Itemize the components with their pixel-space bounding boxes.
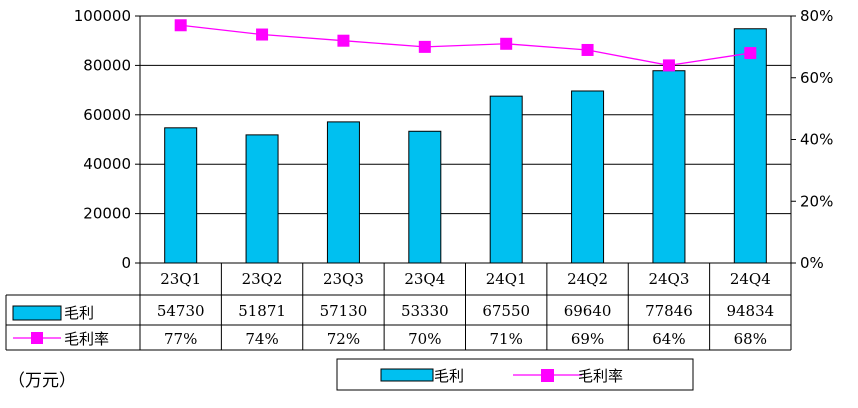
x-tick-label: 24Q1 xyxy=(486,270,527,288)
y2-tick-label: 80% xyxy=(800,7,833,25)
table-value: 67550 xyxy=(482,302,530,320)
table-series-name: 毛利率 xyxy=(64,330,109,348)
y2-tick-label: 40% xyxy=(800,131,833,149)
x-tick-label: 23Q3 xyxy=(323,270,364,288)
line-marker xyxy=(744,47,757,60)
line-marker xyxy=(662,59,675,72)
table-value: 70% xyxy=(408,330,441,348)
table-value: 77% xyxy=(164,330,197,348)
y-tick-label: 0 xyxy=(121,254,131,272)
line-marker xyxy=(174,19,187,32)
y-tick-label: 60000 xyxy=(83,106,131,124)
y-tick-label: 20000 xyxy=(83,205,131,223)
bar xyxy=(164,127,198,264)
table-value: 68% xyxy=(734,330,767,348)
table-series-name: 毛利 xyxy=(64,304,94,322)
unit-note: （万元） xyxy=(8,371,76,391)
line-marker xyxy=(337,34,350,47)
x-tick-label: 23Q2 xyxy=(242,270,283,288)
table-value: 54730 xyxy=(157,302,205,320)
y-tick-label: 80000 xyxy=(83,56,131,74)
line-marker xyxy=(581,43,594,56)
line-marker xyxy=(256,28,269,41)
bar xyxy=(733,28,767,264)
x-tick-label: 24Q2 xyxy=(567,270,608,288)
series-line xyxy=(180,24,751,67)
table-value: 77846 xyxy=(645,302,693,320)
table-value: 64% xyxy=(652,330,685,348)
legend-label: 毛利率 xyxy=(578,367,623,385)
table-value: 94834 xyxy=(726,302,774,320)
x-tick-label: 23Q1 xyxy=(160,270,201,288)
x-tick-label: 23Q4 xyxy=(404,270,445,288)
bar xyxy=(571,90,605,264)
y-tick-label: 40000 xyxy=(83,155,131,173)
table-value: 53330 xyxy=(401,302,449,320)
x-tick-label: 24Q3 xyxy=(648,270,689,288)
table-value: 51871 xyxy=(238,302,286,320)
table-value: 72% xyxy=(327,330,360,348)
legend-label: 毛利 xyxy=(434,367,464,385)
table-value: 71% xyxy=(490,330,523,348)
legend-marker xyxy=(541,369,554,382)
table-legend-key xyxy=(12,305,62,321)
line-marker xyxy=(500,37,513,50)
table-legend-marker xyxy=(31,332,43,344)
x-tick-label: 24Q4 xyxy=(730,270,771,288)
y2-tick-label: 20% xyxy=(800,192,833,210)
line-marker xyxy=(418,40,431,53)
table-value: 69640 xyxy=(564,302,612,320)
bar xyxy=(489,95,523,264)
table-value: 57130 xyxy=(320,302,368,320)
bar xyxy=(245,134,279,264)
y-tick-label: 100000 xyxy=(74,7,131,25)
y2-tick-label: 0% xyxy=(800,254,824,272)
bar xyxy=(408,130,442,264)
bar xyxy=(326,121,360,264)
bar xyxy=(652,70,686,264)
y2-tick-label: 60% xyxy=(800,69,833,87)
plot-frame xyxy=(139,15,792,264)
table-value: 74% xyxy=(245,330,278,348)
legend-key xyxy=(380,368,434,382)
table-value: 69% xyxy=(571,330,604,348)
